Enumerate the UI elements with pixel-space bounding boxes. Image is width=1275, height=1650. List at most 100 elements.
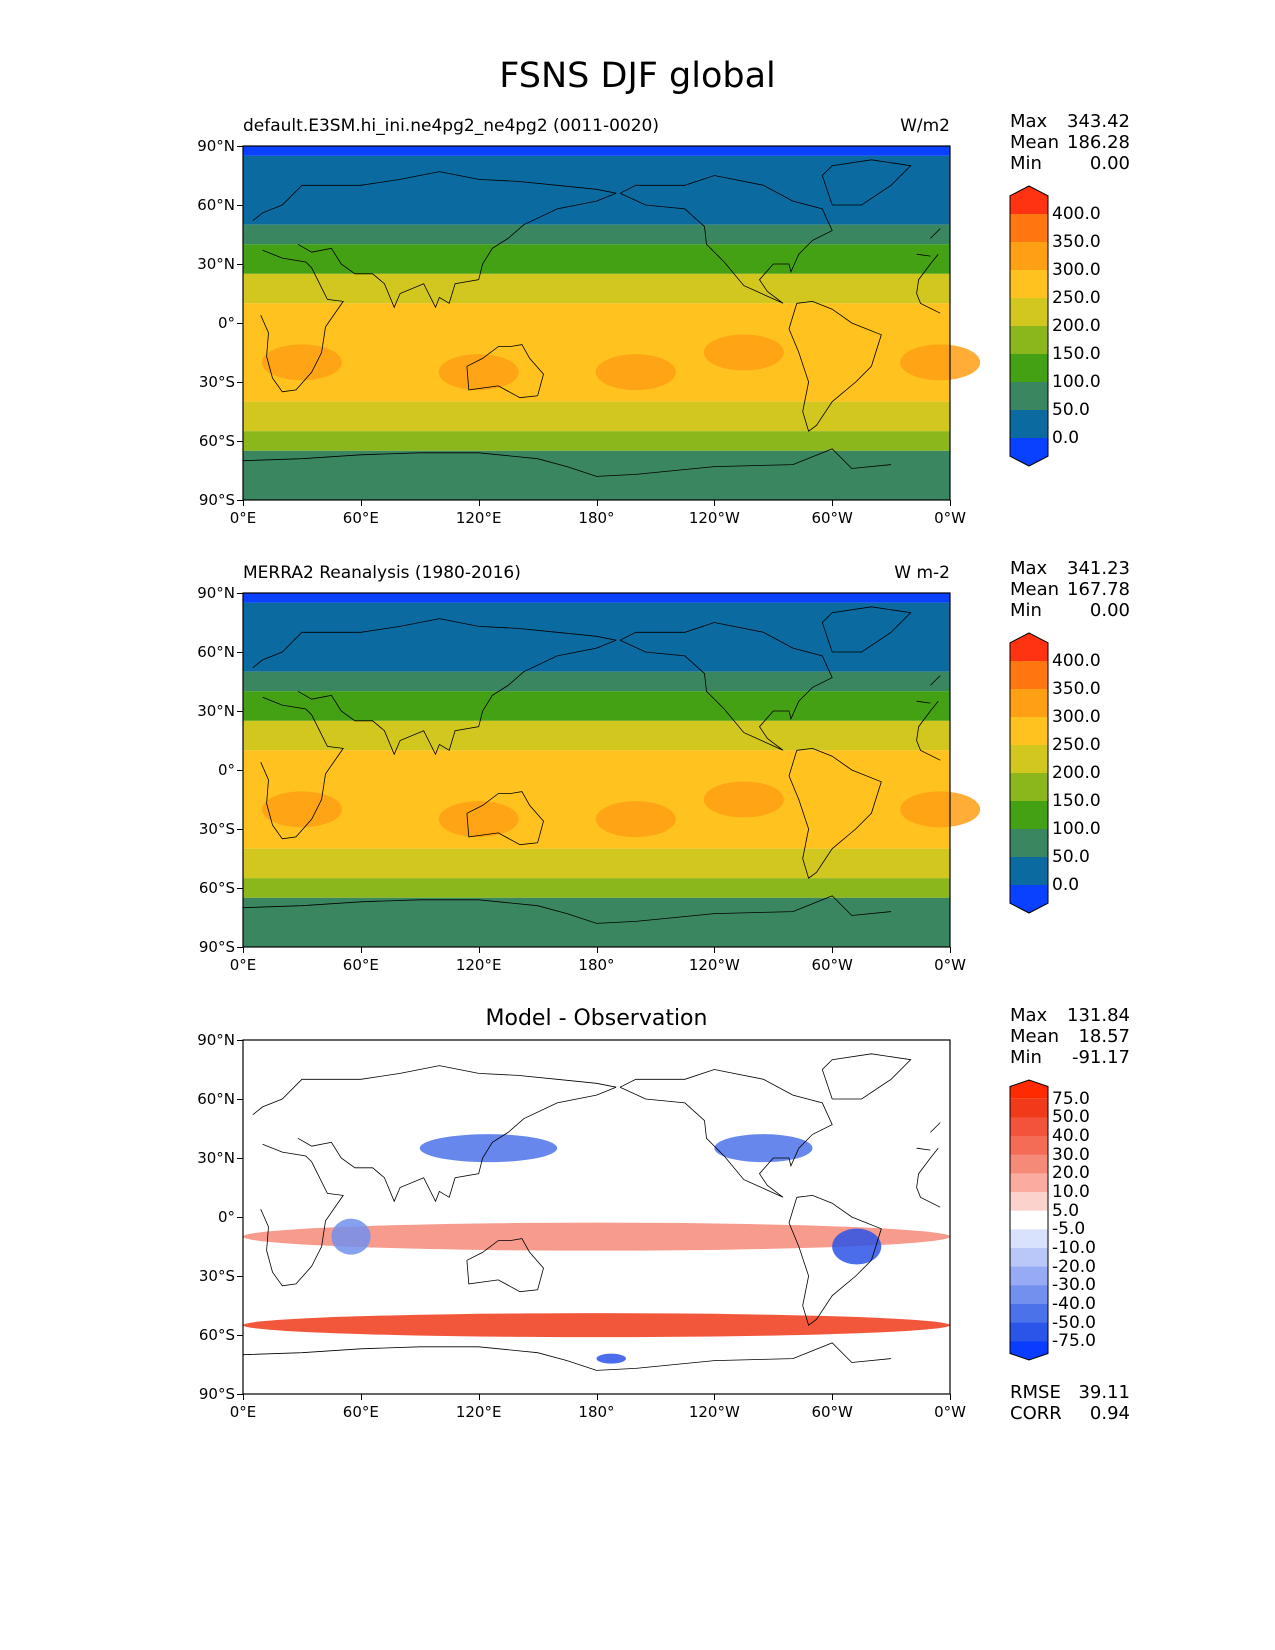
stat-name: Min bbox=[1010, 153, 1042, 174]
lon-tick-label: 120°W bbox=[688, 956, 740, 974]
lat-tick-label: 60°N bbox=[197, 643, 235, 661]
lon-tick-label: 60°W bbox=[811, 1403, 853, 1421]
lat-tick-mark bbox=[237, 711, 243, 712]
stat-name: Max bbox=[1010, 111, 1048, 132]
lat-tick-label: 90°S bbox=[198, 491, 235, 509]
lon-tick-mark bbox=[832, 947, 834, 953]
lat-tick-mark bbox=[237, 947, 243, 948]
lon-tick-label: 0°E bbox=[229, 509, 257, 527]
lon-tick-label: 180° bbox=[578, 1403, 615, 1421]
lat-tick-mark bbox=[237, 1276, 243, 1277]
lon-tick-label: 180° bbox=[578, 509, 615, 527]
lon-tick-label: 60°E bbox=[342, 956, 379, 974]
lon-tick-label: 0°W bbox=[934, 1403, 966, 1421]
lon-tick-mark bbox=[478, 947, 480, 953]
lon-tick-label: 60°E bbox=[342, 1403, 379, 1421]
lat-tick-mark bbox=[237, 888, 243, 889]
lon-tick-label: 120°W bbox=[688, 509, 740, 527]
colorbar-label: 100.0 bbox=[1052, 372, 1101, 392]
map-model bbox=[242, 145, 981, 501]
lat-tick-label: 30°N bbox=[197, 1149, 235, 1167]
colorbar-label: -20.0 bbox=[1052, 1256, 1096, 1277]
lat-tick-label: 90°N bbox=[197, 584, 235, 602]
colorbar-label: 300.0 bbox=[1052, 260, 1101, 280]
lat-tick-label: 90°N bbox=[197, 1031, 235, 1049]
panel-units-label: W m-2 bbox=[894, 563, 950, 583]
stat-value: 186.28 bbox=[1067, 132, 1130, 153]
colorbar-label: -40.0 bbox=[1052, 1294, 1096, 1314]
lat-tick-mark bbox=[237, 500, 243, 501]
lat-tick-label: 60°S bbox=[198, 432, 235, 450]
lon-tick-label: 120°E bbox=[455, 1403, 502, 1421]
lon-tick-mark bbox=[360, 500, 362, 506]
colorbar-label: 200.0 bbox=[1052, 763, 1101, 783]
lon-tick-mark bbox=[360, 947, 362, 953]
stat-name: CORR bbox=[1010, 1403, 1062, 1424]
lon-tick-mark bbox=[714, 500, 716, 506]
lat-tick-mark bbox=[237, 146, 243, 147]
lon-tick-mark bbox=[478, 500, 480, 506]
colorbar-label: 0.0 bbox=[1052, 875, 1080, 895]
stat-value: 39.11 bbox=[1078, 1382, 1130, 1403]
lat-tick-label: 60°S bbox=[198, 1326, 235, 1344]
colorbar-label: -75.0 bbox=[1052, 1331, 1096, 1352]
lon-tick-mark bbox=[243, 1394, 244, 1400]
stat-value: 18.57 bbox=[1078, 1026, 1130, 1047]
colorbar-label: 250.0 bbox=[1052, 735, 1101, 755]
lat-tick-label: 60°N bbox=[197, 196, 235, 214]
lat-tick-label: 90°S bbox=[198, 938, 235, 956]
colorbar-label: 150.0 bbox=[1052, 344, 1101, 364]
colorbar-label: 0.0 bbox=[1052, 428, 1080, 448]
colorbar-label: -10.0 bbox=[1052, 1238, 1096, 1258]
colorbar-label: -50.0 bbox=[1052, 1312, 1096, 1333]
stat-value: 167.78 bbox=[1067, 579, 1130, 600]
lon-tick-mark bbox=[596, 1394, 598, 1400]
lat-tick-mark bbox=[237, 264, 243, 265]
stat-value: 343.42 bbox=[1067, 111, 1130, 132]
lon-tick-mark bbox=[832, 500, 834, 506]
lon-tick-label: 0°E bbox=[229, 956, 257, 974]
colorbar-label: 300.0 bbox=[1052, 707, 1101, 727]
stat-name: RMSE bbox=[1010, 1382, 1061, 1403]
lat-tick-label: 30°S bbox=[198, 373, 235, 391]
lat-tick-mark bbox=[237, 1394, 243, 1395]
lon-tick-mark bbox=[478, 1394, 480, 1400]
colorbar-model bbox=[1009, 185, 1049, 467]
lat-tick-mark bbox=[237, 593, 243, 594]
colorbar-label: 150.0 bbox=[1052, 791, 1101, 811]
stat-name: Mean bbox=[1010, 132, 1060, 153]
lon-tick-label: 60°W bbox=[811, 956, 853, 974]
figure-title: FSNS DJF global bbox=[499, 56, 776, 96]
lat-tick-mark bbox=[237, 1158, 243, 1159]
lat-tick-label: 0° bbox=[217, 1208, 235, 1226]
lon-tick-label: 120°E bbox=[455, 509, 502, 527]
lon-tick-label: 120°E bbox=[455, 956, 502, 974]
lat-tick-label: 0° bbox=[217, 314, 235, 332]
lon-tick-label: 60°E bbox=[342, 509, 379, 527]
lat-tick-label: 60°S bbox=[198, 879, 235, 897]
lon-tick-mark bbox=[714, 1394, 716, 1400]
colorbar-label: 5.0 bbox=[1052, 1200, 1080, 1221]
lat-tick-label: 60°N bbox=[197, 1090, 235, 1108]
panel-left-label: default.E3SM.hi_ini.ne4pg2_ne4pg2 (0011-… bbox=[243, 116, 659, 136]
colorbar-label: 350.0 bbox=[1052, 679, 1101, 699]
colorbar-label: 50.0 bbox=[1052, 400, 1090, 420]
stat-name: Mean bbox=[1010, 579, 1060, 600]
lat-tick-label: 30°S bbox=[198, 820, 235, 838]
colorbar-label: 400.0 bbox=[1052, 651, 1101, 671]
lat-tick-mark bbox=[237, 323, 243, 324]
lon-tick-mark bbox=[714, 947, 716, 953]
stat-name: Max bbox=[1010, 558, 1048, 579]
lat-tick-label: 30°N bbox=[197, 255, 235, 273]
map-obs bbox=[242, 592, 981, 948]
lon-tick-mark bbox=[950, 500, 951, 506]
lon-tick-mark bbox=[950, 1394, 951, 1400]
lat-tick-mark bbox=[237, 382, 243, 383]
colorbar-label: 20.0 bbox=[1052, 1163, 1090, 1184]
stat-value: 0.94 bbox=[1089, 1403, 1130, 1424]
map-diff bbox=[242, 1039, 951, 1395]
lon-tick-label: 0°E bbox=[229, 1403, 257, 1421]
stat-value: 0.00 bbox=[1089, 600, 1130, 621]
lon-tick-label: 0°W bbox=[934, 509, 966, 527]
colorbar-label: 100.0 bbox=[1052, 819, 1101, 839]
